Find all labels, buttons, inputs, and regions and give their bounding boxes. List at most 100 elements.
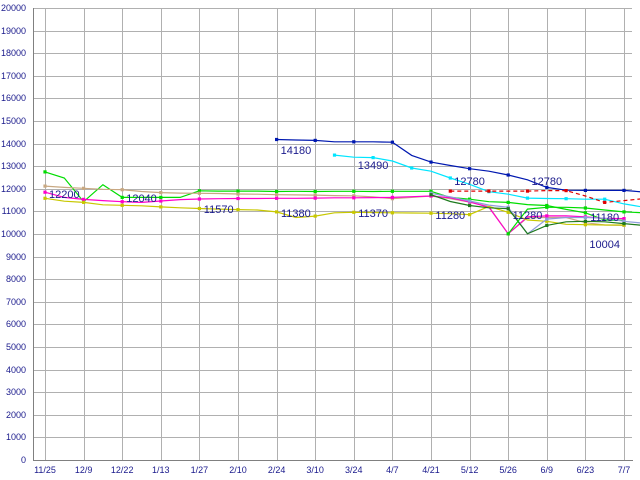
series-marker <box>506 210 510 214</box>
series-marker <box>120 203 124 207</box>
gridline-vertical <box>546 8 548 460</box>
series-marker <box>583 206 587 210</box>
series-marker <box>275 196 279 200</box>
series-marker <box>545 219 549 223</box>
gridline-vertical <box>199 8 201 460</box>
gridline-horizontal <box>33 30 632 32</box>
series-marker <box>275 210 279 214</box>
x-tick-label: 4/7 <box>386 465 399 475</box>
series-marker <box>429 193 433 197</box>
gridline-horizontal <box>33 188 632 190</box>
x-tick-label: 1/13 <box>152 465 170 475</box>
gridline-horizontal <box>33 121 632 122</box>
series-marker <box>583 219 587 223</box>
series-marker <box>622 222 626 226</box>
series-marker <box>468 213 472 217</box>
y-tick-label: 4000 <box>5 364 26 375</box>
chart-series-series-green <box>43 170 626 222</box>
x-tick-label: 5/12 <box>460 465 479 475</box>
series-marker <box>197 189 201 193</box>
series-marker <box>506 173 510 177</box>
series-marker <box>352 196 356 200</box>
y-tick-label: 1000 <box>5 432 26 443</box>
series-line <box>44 197 624 226</box>
data-label: 12780 <box>454 176 485 189</box>
series-marker <box>352 189 356 193</box>
series-marker <box>468 203 472 208</box>
gridline-horizontal <box>33 8 632 9</box>
x-tick-label: 3/10 <box>306 465 324 475</box>
gridline-vertical <box>45 8 46 460</box>
series-marker <box>197 197 201 201</box>
series-marker <box>236 208 240 212</box>
series-marker <box>313 193 317 197</box>
series-marker <box>564 189 568 193</box>
gridline-horizontal <box>33 234 632 235</box>
series-marker <box>429 211 433 215</box>
series-marker <box>120 200 124 204</box>
plot-area <box>33 8 632 460</box>
series-marker <box>82 197 86 201</box>
series-line <box>44 171 625 221</box>
data-label: 10004 <box>589 238 620 251</box>
series-marker <box>545 217 549 221</box>
gridline-horizontal <box>33 98 632 100</box>
x-tick-label: 2/10 <box>229 465 247 475</box>
x-tick-label: 3/24 <box>345 465 363 475</box>
x-tick-label: 12/22 <box>110 465 134 475</box>
series-marker <box>525 196 530 200</box>
y-tick-label: 16000 <box>0 93 26 104</box>
series-marker <box>429 189 433 193</box>
series-marker <box>506 207 510 211</box>
series-marker <box>622 210 626 214</box>
x-tick-label: 1/27 <box>190 465 209 475</box>
gridline-vertical <box>83 8 85 460</box>
series-marker <box>120 188 124 192</box>
series-marker <box>236 192 240 196</box>
series-marker <box>487 189 491 193</box>
data-label: 12200 <box>49 189 80 202</box>
y-tick-label: 13000 <box>0 161 26 172</box>
gridline-vertical <box>238 8 239 460</box>
series-marker <box>313 138 317 142</box>
series-marker <box>448 176 452 180</box>
series-marker <box>603 197 607 201</box>
y-tick-label: 17000 <box>0 70 26 81</box>
series-marker <box>583 223 587 227</box>
gridline-horizontal <box>33 301 632 303</box>
gridline-horizontal <box>33 256 632 258</box>
gridline-vertical <box>353 8 355 460</box>
series-marker <box>332 153 337 157</box>
series-marker <box>545 185 549 189</box>
series-marker <box>120 195 124 199</box>
series-marker <box>371 156 375 160</box>
gridline-vertical <box>392 8 394 460</box>
series-marker <box>352 194 356 198</box>
series-marker <box>583 211 587 215</box>
chart-series-series-navy <box>275 137 640 193</box>
data-label: 14180 <box>280 144 312 157</box>
gridline-horizontal <box>33 369 632 371</box>
series-marker <box>159 205 163 209</box>
data-label: 11180 <box>590 212 620 225</box>
gridline-vertical <box>624 8 625 460</box>
series-marker <box>583 215 587 220</box>
x-tick-label: 6/9 <box>540 465 554 475</box>
series-marker <box>43 184 47 188</box>
y-tick-label: 0 <box>20 455 26 465</box>
series-marker <box>43 170 47 174</box>
series-line <box>276 138 640 193</box>
data-label: 12780 <box>531 176 563 189</box>
series-marker <box>43 196 47 200</box>
series-marker <box>390 140 394 144</box>
series-marker <box>43 190 47 194</box>
y-tick-label: 6000 <box>5 319 26 330</box>
gridline-vertical <box>276 8 278 460</box>
series-marker <box>352 140 356 144</box>
y-tick-label: 20000 <box>0 3 26 13</box>
x-tick-label: 7/7 <box>617 465 631 475</box>
series-marker <box>545 203 549 208</box>
series-marker <box>82 186 86 190</box>
series-marker <box>313 214 317 218</box>
data-label: 11280 <box>512 210 543 223</box>
